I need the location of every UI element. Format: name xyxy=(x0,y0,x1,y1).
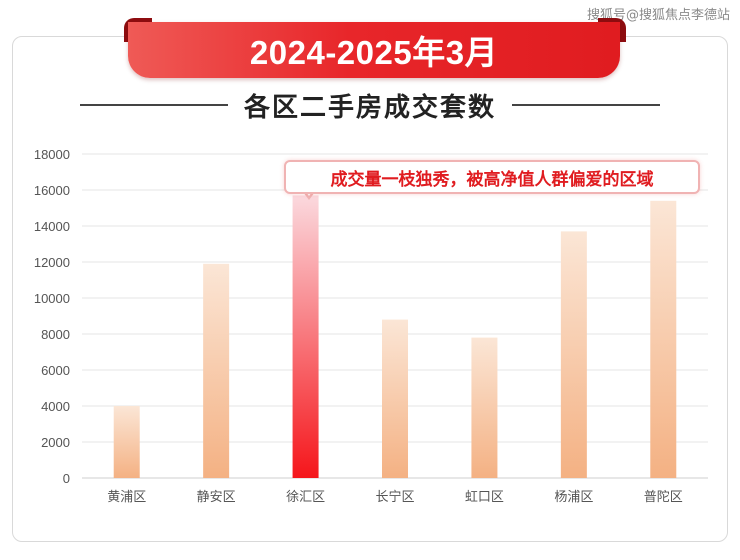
bar-highlighted xyxy=(292,195,319,478)
x-tick-label: 长宁区 xyxy=(375,489,414,505)
date-banner: 2024-2025年3月 xyxy=(128,22,620,78)
y-tick-label: 16000 xyxy=(34,183,70,198)
bar xyxy=(560,231,587,478)
x-tick-label: 静安区 xyxy=(197,490,236,505)
x-tick-label: 黄浦区 xyxy=(107,490,146,505)
bar xyxy=(471,337,498,478)
bar xyxy=(382,319,408,478)
callout-text: 成交量一枝独秀，被高净值人群偏爱的区域 xyxy=(330,169,654,190)
y-tick-label: 12000 xyxy=(34,255,70,270)
callout-box: 成交量一枝独秀，被高净值人群偏爱的区域 xyxy=(284,160,700,194)
y-tick-label: 8000 xyxy=(41,327,70,342)
title-divider-left xyxy=(80,104,228,106)
x-tick-label: 徐汇区 xyxy=(286,490,325,505)
bar xyxy=(113,406,140,478)
y-tick-label: 2000 xyxy=(41,435,70,450)
y-tick-label: 6000 xyxy=(41,363,70,378)
y-tick-label: 10000 xyxy=(34,291,70,306)
y-tick-label: 0 xyxy=(63,471,70,486)
chart-title-row: 各区二手房成交套数 xyxy=(80,88,661,123)
chart-title: 各区二手房成交套数 xyxy=(244,92,497,123)
x-tick-label: 杨浦区 xyxy=(554,490,593,505)
x-tick-label: 虹口区 xyxy=(465,490,504,505)
watermark: 搜狐号@搜狐焦点李德站 xyxy=(586,8,730,23)
y-tick-label: 18000 xyxy=(34,147,70,162)
y-tick-label: 4000 xyxy=(41,399,70,414)
y-tick-label: 14000 xyxy=(34,219,70,234)
date-banner-text: 2024-2025年3月 xyxy=(249,34,499,71)
x-tick-label: 普陀区 xyxy=(644,489,683,505)
title-divider-right xyxy=(512,104,661,106)
bar xyxy=(650,200,677,479)
bar xyxy=(203,263,230,478)
